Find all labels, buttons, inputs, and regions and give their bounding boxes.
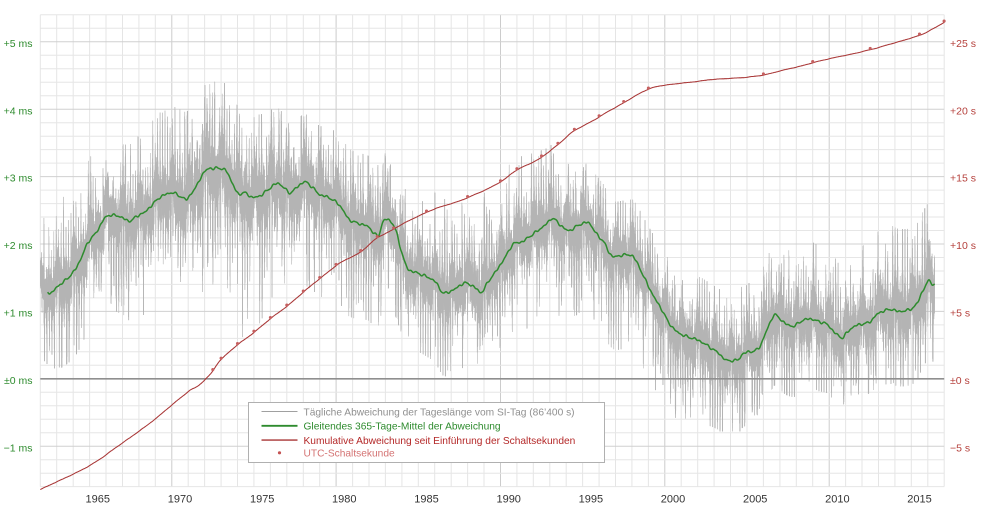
svg-text:−1 ms: −1 ms	[4, 442, 33, 454]
svg-text:+20 s: +20 s	[950, 105, 976, 117]
svg-text:Gleitendes 365-Tage-Mittel der: Gleitendes 365-Tage-Mittel der Abweichun…	[304, 422, 501, 433]
svg-text:+15 s: +15 s	[950, 173, 976, 185]
svg-text:+25 s: +25 s	[950, 38, 976, 50]
svg-text:+5 s: +5 s	[950, 308, 970, 320]
svg-text:2000: 2000	[661, 494, 685, 506]
svg-text:−5 s: −5 s	[950, 442, 970, 454]
svg-text:+1 ms: +1 ms	[4, 308, 33, 320]
svg-text:+4 ms: +4 ms	[4, 105, 33, 117]
svg-text:2005: 2005	[743, 494, 767, 506]
svg-text:1990: 1990	[496, 494, 520, 506]
svg-text:Kumulative Abweichung seit Ein: Kumulative Abweichung seit Einführung de…	[304, 436, 576, 447]
svg-text:UTC-Schaltsekunde: UTC-Schaltsekunde	[304, 449, 395, 460]
svg-text:1975: 1975	[250, 494, 274, 506]
svg-text:+2 ms: +2 ms	[4, 240, 33, 252]
svg-text:+5 ms: +5 ms	[4, 38, 33, 50]
svg-text:1965: 1965	[86, 494, 110, 506]
svg-text:±0 s: ±0 s	[950, 375, 970, 387]
svg-text:1985: 1985	[414, 494, 438, 506]
svg-text:±0 ms: ±0 ms	[4, 375, 33, 387]
svg-text:1970: 1970	[168, 494, 192, 506]
svg-text:+10 s: +10 s	[950, 240, 976, 252]
svg-text:1995: 1995	[579, 494, 603, 506]
svg-text:2010: 2010	[825, 494, 849, 506]
svg-text:1980: 1980	[332, 494, 356, 506]
svg-text:2015: 2015	[907, 494, 931, 506]
svg-text:Tägliche Abweichung der Tagesl: Tägliche Abweichung der Tageslänge vom S…	[304, 407, 575, 418]
svg-text:+3 ms: +3 ms	[4, 173, 33, 185]
